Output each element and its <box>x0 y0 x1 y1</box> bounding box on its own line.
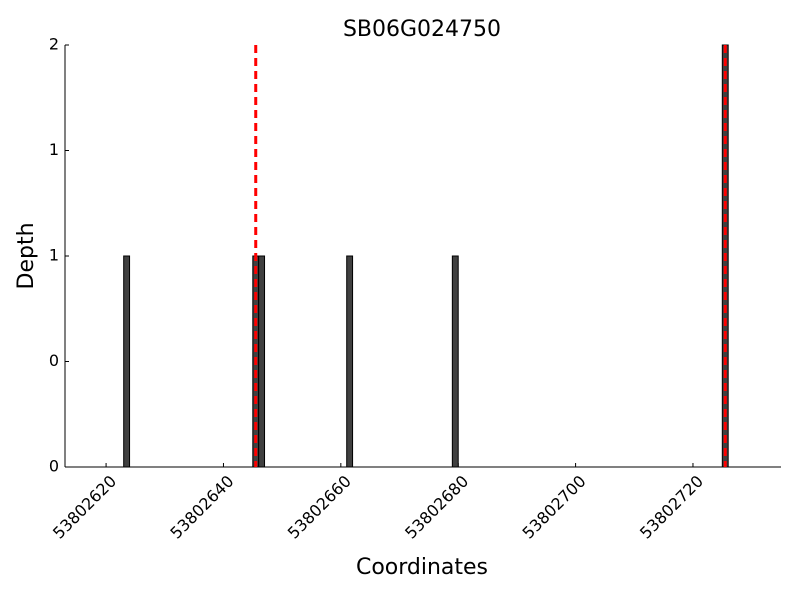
bar <box>346 255 354 468</box>
x-tick-label: 53802640 <box>166 472 237 543</box>
y-tick-label: 0 <box>49 351 59 370</box>
x-tick-label: 53802700 <box>519 472 590 543</box>
x-tick-label: 53802660 <box>284 472 355 543</box>
bar <box>258 255 266 468</box>
chart-title: SB06G024750 <box>343 17 501 42</box>
x-tick-label: 53802720 <box>636 472 707 543</box>
x-tick-label: 53802680 <box>401 472 472 543</box>
x-axis-label: Coordinates <box>356 555 488 580</box>
y-tick-label: 1 <box>49 140 59 159</box>
y-tick-label: 2 <box>49 35 59 54</box>
x-tick-label: 53802620 <box>49 472 120 543</box>
y-axis-label: Depth <box>14 222 39 289</box>
y-tick-label: 1 <box>49 246 59 265</box>
y-tick-label: 0 <box>49 457 59 476</box>
bar <box>123 255 131 468</box>
bar <box>451 255 459 468</box>
